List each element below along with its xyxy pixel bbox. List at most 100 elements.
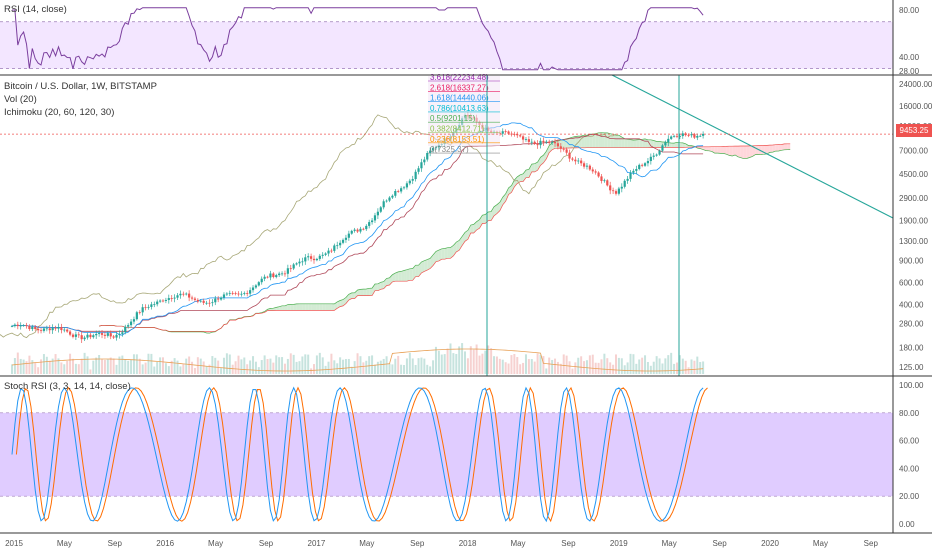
volume-indicator-label[interactable]: Vol (20) (4, 94, 37, 105)
candle (89, 334, 92, 338)
volume-bar (615, 354, 617, 374)
candle (45, 328, 48, 330)
cloud-segment (656, 141, 660, 148)
cloud-segment (645, 138, 648, 148)
ichimoku-lagging-line (0, 114, 617, 339)
cloud-segment (354, 289, 358, 299)
cloud-segment (578, 136, 582, 148)
candle (190, 297, 194, 299)
symbol-title[interactable]: Bitcoin / U.S. Dollar, 1W, BITSTAMP (4, 81, 157, 92)
fibonacci-extension[interactable]: 3.618(22234.48)2.618(16337.27) 1.618(1444… (428, 73, 500, 154)
candle (611, 190, 615, 192)
volume-bar (60, 362, 63, 374)
time-tick-label: May (359, 539, 374, 548)
candle (179, 293, 182, 296)
volume-bar (48, 360, 51, 374)
time-tick-label: 2018 (459, 539, 477, 548)
time-axis[interactable]: 2015 May Sep 2016 May Sep 2017 May Sep 2018 May Sep… (5, 539, 878, 548)
price-tick-label: 7000.00 (899, 146, 928, 155)
cloud-segment (720, 146, 724, 154)
candle (135, 312, 138, 320)
volume-bar (638, 359, 641, 374)
cloud-segment (624, 138, 628, 148)
candle (63, 329, 66, 331)
volume-bar (19, 358, 22, 374)
volume-bar (144, 362, 147, 374)
candle (400, 188, 403, 192)
volume-bar (228, 354, 231, 374)
candle (434, 147, 438, 149)
candle (603, 180, 606, 182)
cloud-segment (650, 139, 654, 148)
volume-bar (191, 361, 194, 374)
volume-bar (405, 358, 408, 374)
fib-level-label: 3.618(22234.48) (430, 73, 489, 82)
candle (501, 131, 504, 134)
volume-bar (437, 350, 440, 374)
cloud-segment (491, 206, 495, 221)
volume-bar (167, 366, 170, 374)
cloud-segment (404, 269, 407, 282)
candle (298, 261, 301, 264)
fib-level-label: 1.618(14440.06) (430, 94, 489, 103)
volume-bar (484, 350, 487, 374)
ichimoku-indicator-label[interactable]: Ichimoku (20, 60, 120, 30) (4, 107, 115, 118)
cloud-segment (746, 145, 750, 159)
candle (80, 335, 83, 340)
cloud-segment (584, 135, 587, 148)
volume-bar (580, 356, 583, 374)
volume-bar (371, 355, 374, 374)
candle (539, 140, 542, 146)
cloud-segment (433, 251, 436, 266)
price-tick-label: 4500.00 (899, 170, 928, 179)
candle (690, 134, 693, 136)
volume-bar (16, 352, 19, 374)
cloud-segment (465, 230, 468, 242)
cloud-segment (316, 303, 320, 311)
candle (370, 220, 374, 223)
volume-bar (376, 361, 379, 374)
volume-bar (214, 357, 217, 374)
volume-bar (403, 365, 406, 374)
volume-bar (385, 356, 388, 374)
candle (580, 160, 583, 164)
pane-separators[interactable] (0, 0, 932, 534)
cloud-segment (671, 142, 675, 148)
volume-bar (252, 356, 255, 374)
trendline[interactable] (611, 74, 894, 219)
cloud-segment (409, 268, 413, 281)
cloud-segment (282, 305, 285, 311)
volume-bar (51, 358, 54, 374)
cloud-segment (299, 303, 303, 311)
candle (667, 138, 670, 143)
cloud-segment (482, 214, 486, 224)
candle (368, 222, 371, 226)
candle (272, 273, 275, 278)
volume-bar (501, 359, 504, 374)
volume-bar (98, 355, 101, 374)
cloud-segment (415, 265, 419, 277)
volume-bar (585, 360, 588, 374)
volume-bar (655, 356, 658, 374)
cloud-segment (276, 306, 280, 311)
candle (388, 197, 391, 201)
volume-bar (373, 364, 376, 374)
volume-bar (28, 355, 31, 374)
candle (397, 190, 400, 192)
candle (66, 329, 69, 332)
cloud-segment (589, 134, 593, 148)
cloud-segment (685, 143, 689, 148)
volume-bar (693, 360, 696, 374)
candle (103, 334, 107, 336)
fib-level-label: 0(7325.37) (430, 145, 469, 154)
volume-bar (278, 357, 281, 374)
rsi-band (0, 21, 893, 69)
candle (231, 292, 234, 294)
price-tick-label: 1900.00 (899, 217, 928, 226)
cloud-segment (380, 281, 384, 290)
candle (330, 250, 333, 252)
candle (54, 327, 57, 329)
volume-bar (330, 353, 333, 374)
candle (507, 131, 510, 134)
